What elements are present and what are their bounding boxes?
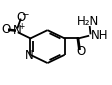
Text: H₂N: H₂N: [77, 15, 99, 28]
Text: +: +: [18, 22, 24, 31]
Text: N: N: [25, 49, 33, 62]
Text: O: O: [1, 23, 10, 36]
Text: O: O: [16, 11, 25, 24]
Text: N: N: [13, 24, 22, 37]
Text: NH: NH: [91, 29, 109, 42]
Text: O: O: [76, 45, 85, 58]
Text: −: −: [21, 9, 28, 18]
